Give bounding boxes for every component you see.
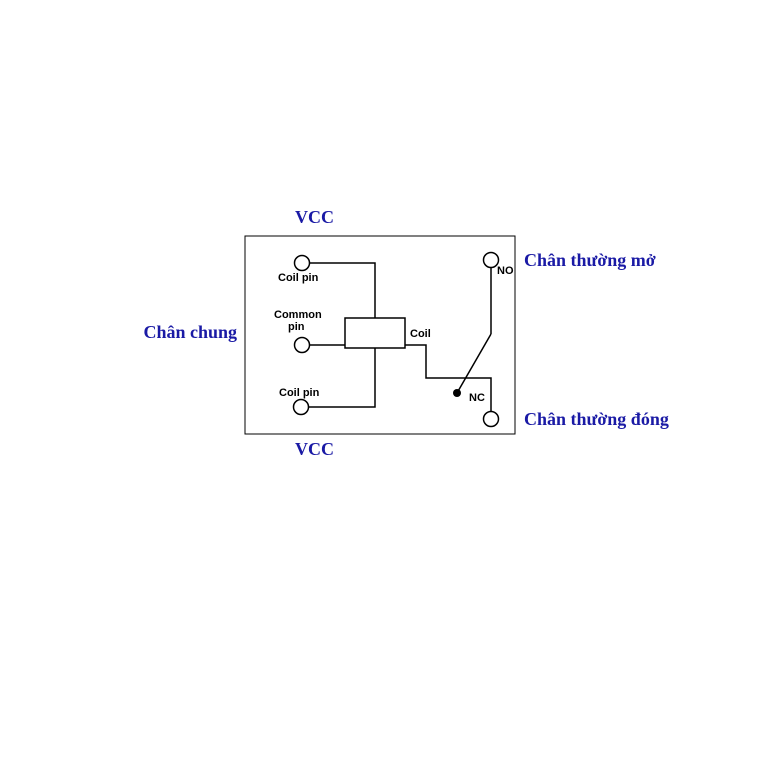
label-coil-pin-top: Coil pin bbox=[278, 272, 319, 284]
relay-schematic-svg: Coil pin Common pin Coil pin Coil NO NC bbox=[0, 0, 768, 768]
coil-box bbox=[345, 318, 405, 348]
label-nc: NC bbox=[469, 392, 485, 404]
label-coil-pin-bottom: Coil pin bbox=[279, 387, 320, 399]
pin-coil-top bbox=[295, 256, 310, 271]
nc-junction-dot bbox=[453, 389, 461, 397]
label-coil-box: Coil bbox=[410, 328, 431, 340]
label-common-pin-line2: pin bbox=[288, 321, 305, 333]
pin-coil-bottom bbox=[294, 400, 309, 415]
pin-nc bbox=[484, 412, 499, 427]
label-common-pin-line1: Common bbox=[274, 309, 322, 321]
pin-common bbox=[295, 338, 310, 353]
label-no: NO bbox=[497, 265, 514, 277]
relay-diagram: { "type": "schematic-diagram", "backgrou… bbox=[0, 0, 768, 768]
